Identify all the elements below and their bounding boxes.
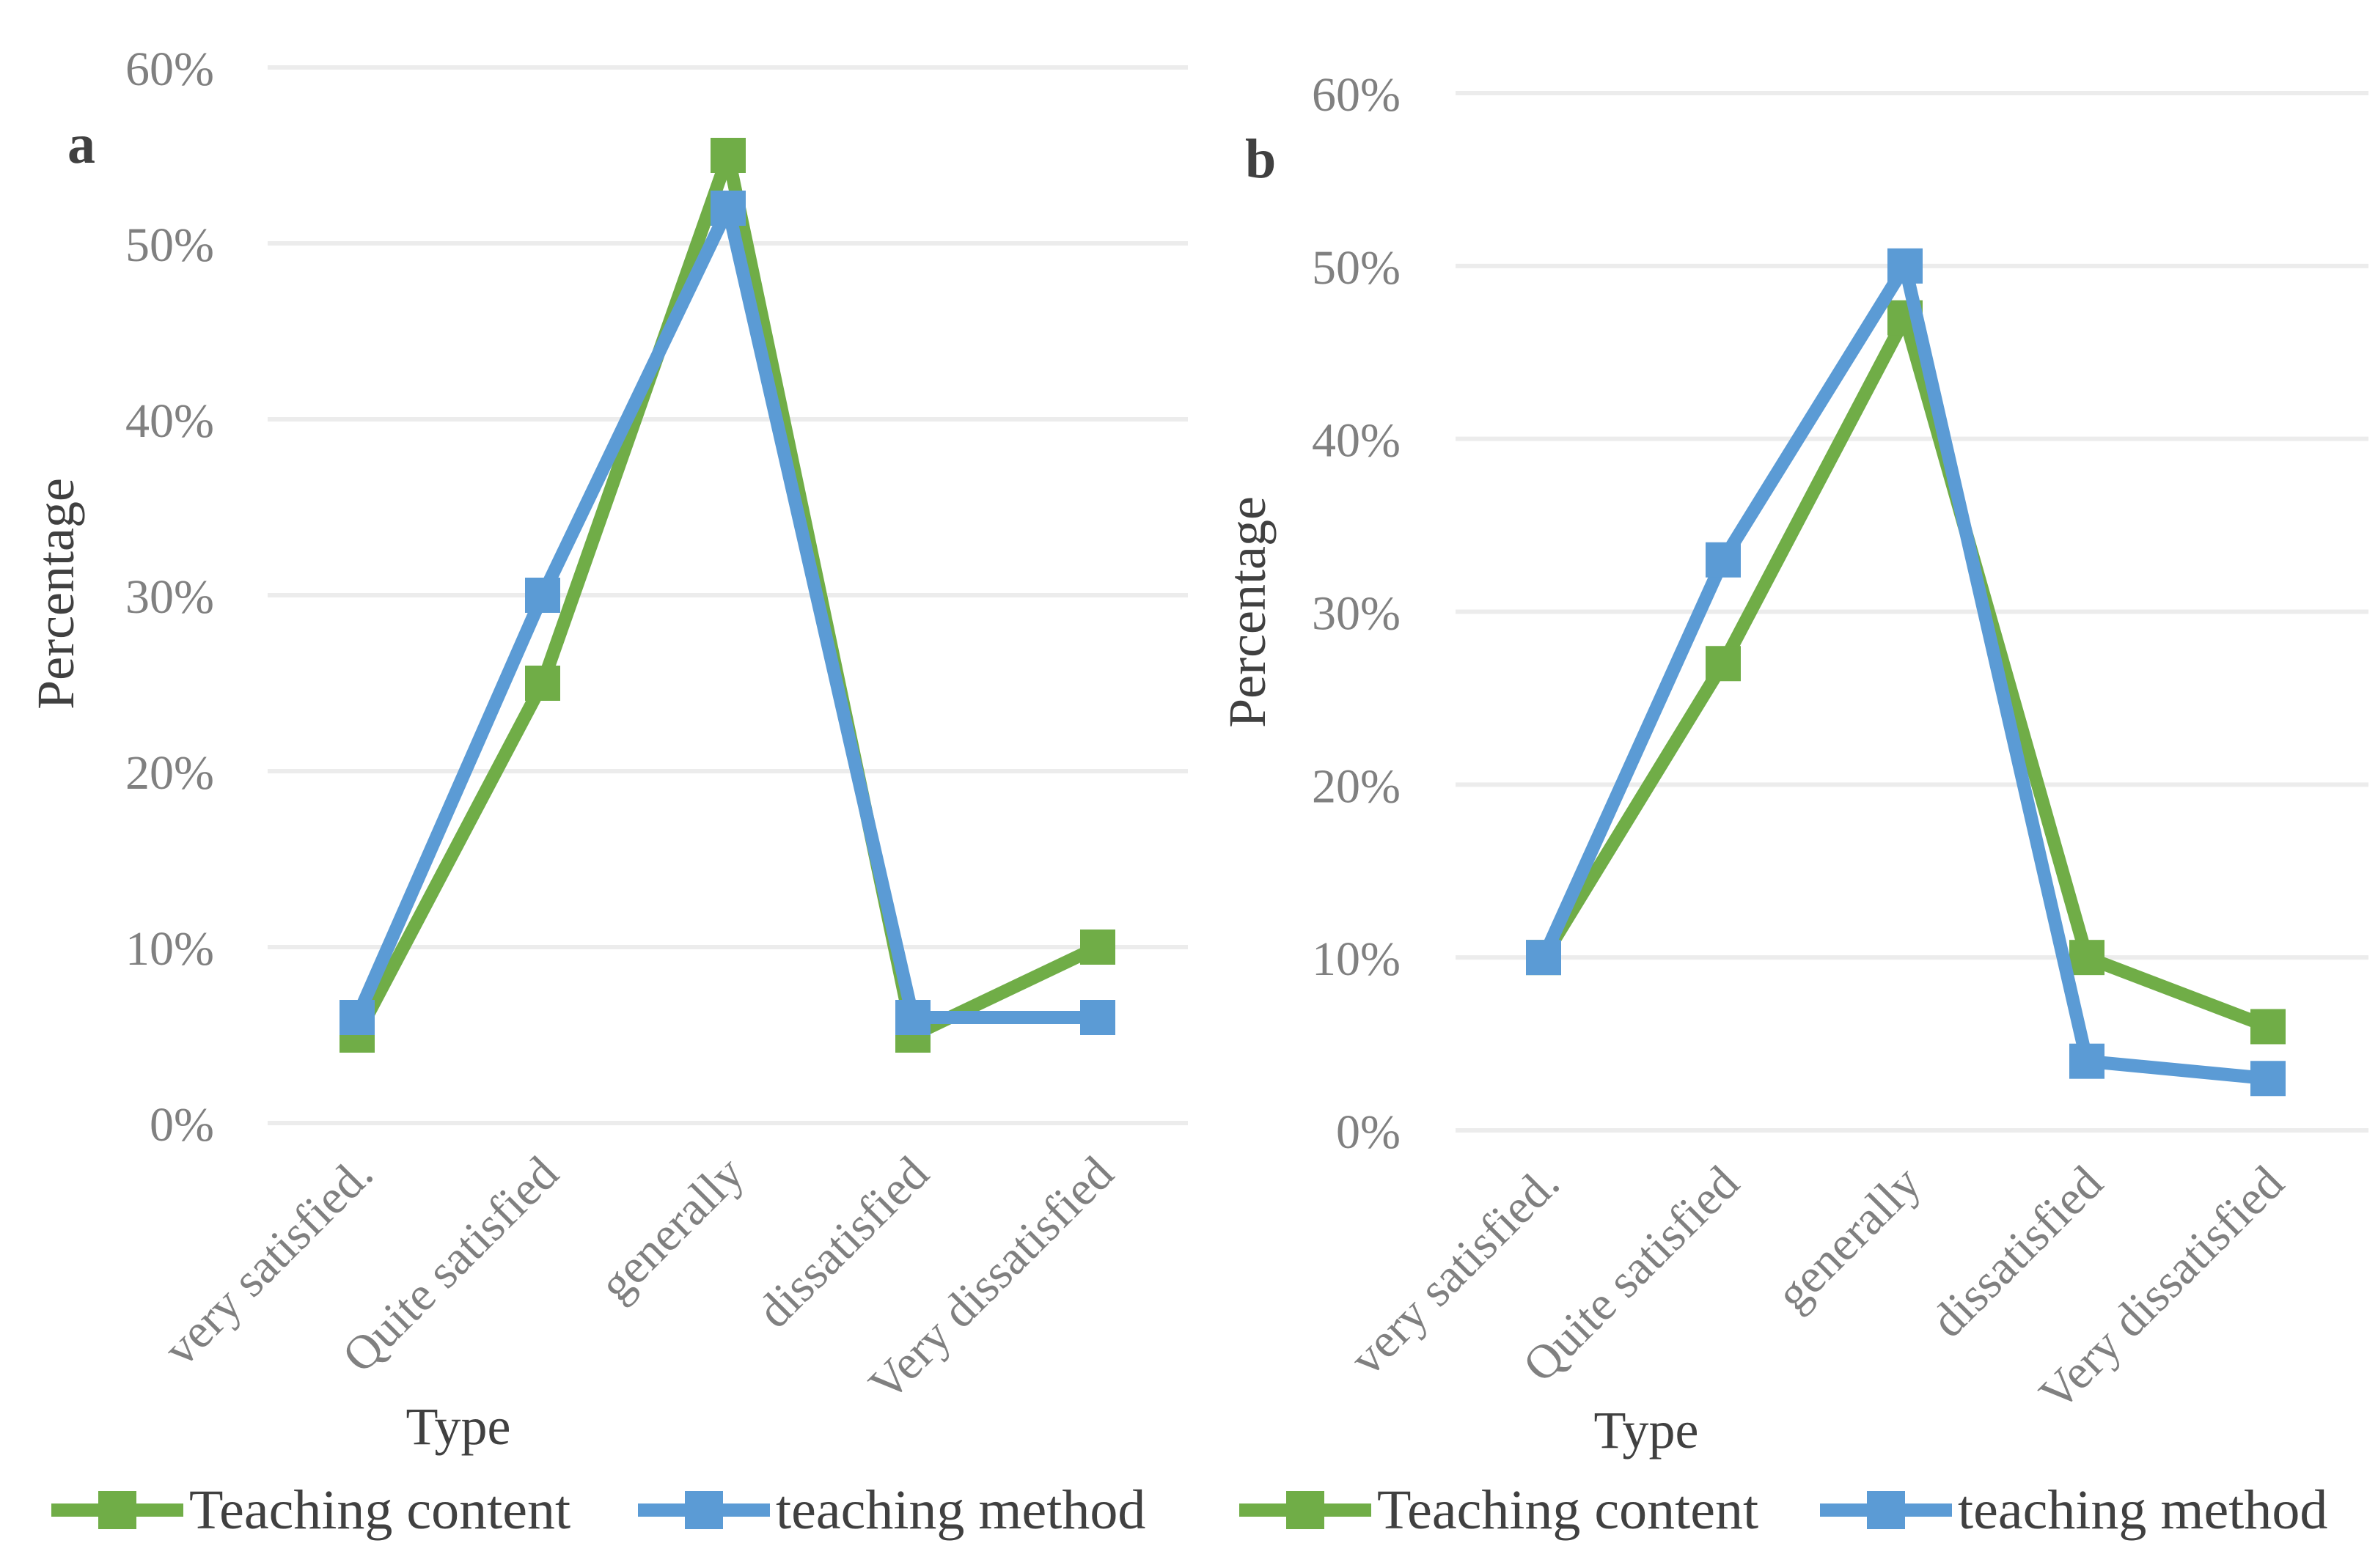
panel-a-gridlines [268, 65, 1188, 1125]
panel-b-y-tick-0: 0% [1336, 1105, 1401, 1159]
panel-a-teaching-method-point-1 [525, 578, 560, 613]
panel-b-x-ticks: very satisfied. Quite satisfied generall… [1340, 1156, 2294, 1421]
panel-a-x-axis-title: Type [406, 1397, 511, 1456]
panel-a-teaching-method-point-0 [340, 1000, 375, 1035]
panel-b-y-tick-20: 20% [1312, 759, 1401, 813]
panel-b-y-tick-60: 60% [1312, 68, 1401, 122]
panel-b-x-tick-generally: generally [1766, 1156, 1931, 1321]
panel-a-x-tick-generally: generally [589, 1146, 754, 1311]
panel-b-teaching-method-point-2 [1887, 248, 1923, 284]
panel-a-legend-teaching-method-marker [685, 1491, 723, 1529]
panel-a-y-tick-30: 30% [125, 570, 214, 624]
panel-a-series [340, 138, 1115, 1053]
panel-b-legend: Teaching content teaching method [1239, 1479, 2327, 1541]
panel-b-teaching-content-point-4 [2250, 1009, 2286, 1045]
panel-a-legend-teaching-content-label: Teaching content [189, 1479, 570, 1541]
panel-b-teaching-content-point-1 [1706, 646, 1741, 682]
panel-a-x-ticks: very satisfied. Quite satisfied generall… [153, 1146, 1123, 1411]
panel-a-letter: a [67, 114, 95, 175]
panel-a-y-axis-title: Percentage [26, 478, 85, 710]
panel-a-x-tick-dissatisfied: dissatisfied [747, 1146, 939, 1339]
panel-a-teaching-method-point-3 [895, 1000, 931, 1035]
panel-b-x-tick-dissatisfied: dissatisfied [1921, 1156, 2113, 1348]
panel-b-legend-teaching-method-label: teaching method [1958, 1479, 2327, 1541]
panel-a-series-teaching-method-line [351, 202, 1098, 1024]
panel-a: a 0% 10% 20% 30% 40% 50% 60% very satisf… [26, 43, 1188, 1541]
panel-b-y-ticks: 0% 10% 20% 30% 40% 50% 60% [1312, 68, 1401, 1159]
panel-a-series-teaching-method-markers [340, 191, 1115, 1035]
panel-b-series-teaching-content-line [1538, 311, 2271, 1033]
panel-b-series [1526, 248, 2286, 1097]
panel-b-letter: b [1245, 128, 1276, 190]
panel-b-legend-teaching-content-label: Teaching content [1377, 1479, 1758, 1541]
panel-a-y-tick-20: 20% [125, 746, 214, 800]
panel-b-y-tick-30: 30% [1312, 587, 1401, 641]
panel-a-teaching-method-point-2 [711, 191, 746, 226]
panel-b-x-axis-title: Type [1594, 1401, 1699, 1460]
panel-a-teaching-content-point-4 [1080, 930, 1115, 965]
panel-a-y-tick-50: 50% [125, 218, 214, 272]
panel-b-y-tick-50: 50% [1312, 241, 1401, 295]
panel-b-series-teaching-content-markers [1526, 300, 2286, 1045]
panel-b-teaching-method-point-1 [1706, 542, 1741, 578]
panel-a-y-tick-0: 0% [150, 1098, 214, 1152]
panel-b-y-tick-10: 10% [1312, 932, 1401, 986]
panel-a-y-tick-60: 60% [125, 43, 214, 96]
panel-a-teaching-content-point-2 [711, 138, 746, 173]
panel-b-legend-teaching-method-marker [1867, 1491, 1905, 1529]
panel-b-teaching-method-point-0 [1526, 940, 1561, 976]
panel-b-series-teaching-method-markers [1526, 248, 2286, 1097]
panel-b-legend-teaching-content-marker [1286, 1491, 1324, 1529]
panel-a-legend: Teaching content teaching method [51, 1479, 1145, 1541]
panel-a-legend-teaching-content-marker [98, 1491, 136, 1529]
panel-b-teaching-content-point-3 [2069, 940, 2104, 976]
panel-b-teaching-method-point-4 [2250, 1061, 2286, 1097]
panel-a-y-tick-40: 40% [125, 394, 214, 448]
panel-b: b 0% 10% 20% 30% 40% 50% 60% very satisf… [1218, 68, 2368, 1541]
panel-b-y-tick-40: 40% [1312, 414, 1401, 468]
panel-a-teaching-content-point-1 [525, 666, 560, 701]
panel-a-legend-teaching-method-label: teaching method [776, 1479, 1145, 1541]
panel-a-y-tick-10: 10% [125, 922, 214, 976]
panel-b-y-axis-title: Percentage [1218, 496, 1277, 728]
panel-b-teaching-method-point-3 [2069, 1043, 2104, 1079]
panel-a-teaching-method-point-4 [1080, 1000, 1115, 1035]
panel-a-y-ticks: 0% 10% 20% 30% 40% 50% 60% [125, 43, 214, 1152]
